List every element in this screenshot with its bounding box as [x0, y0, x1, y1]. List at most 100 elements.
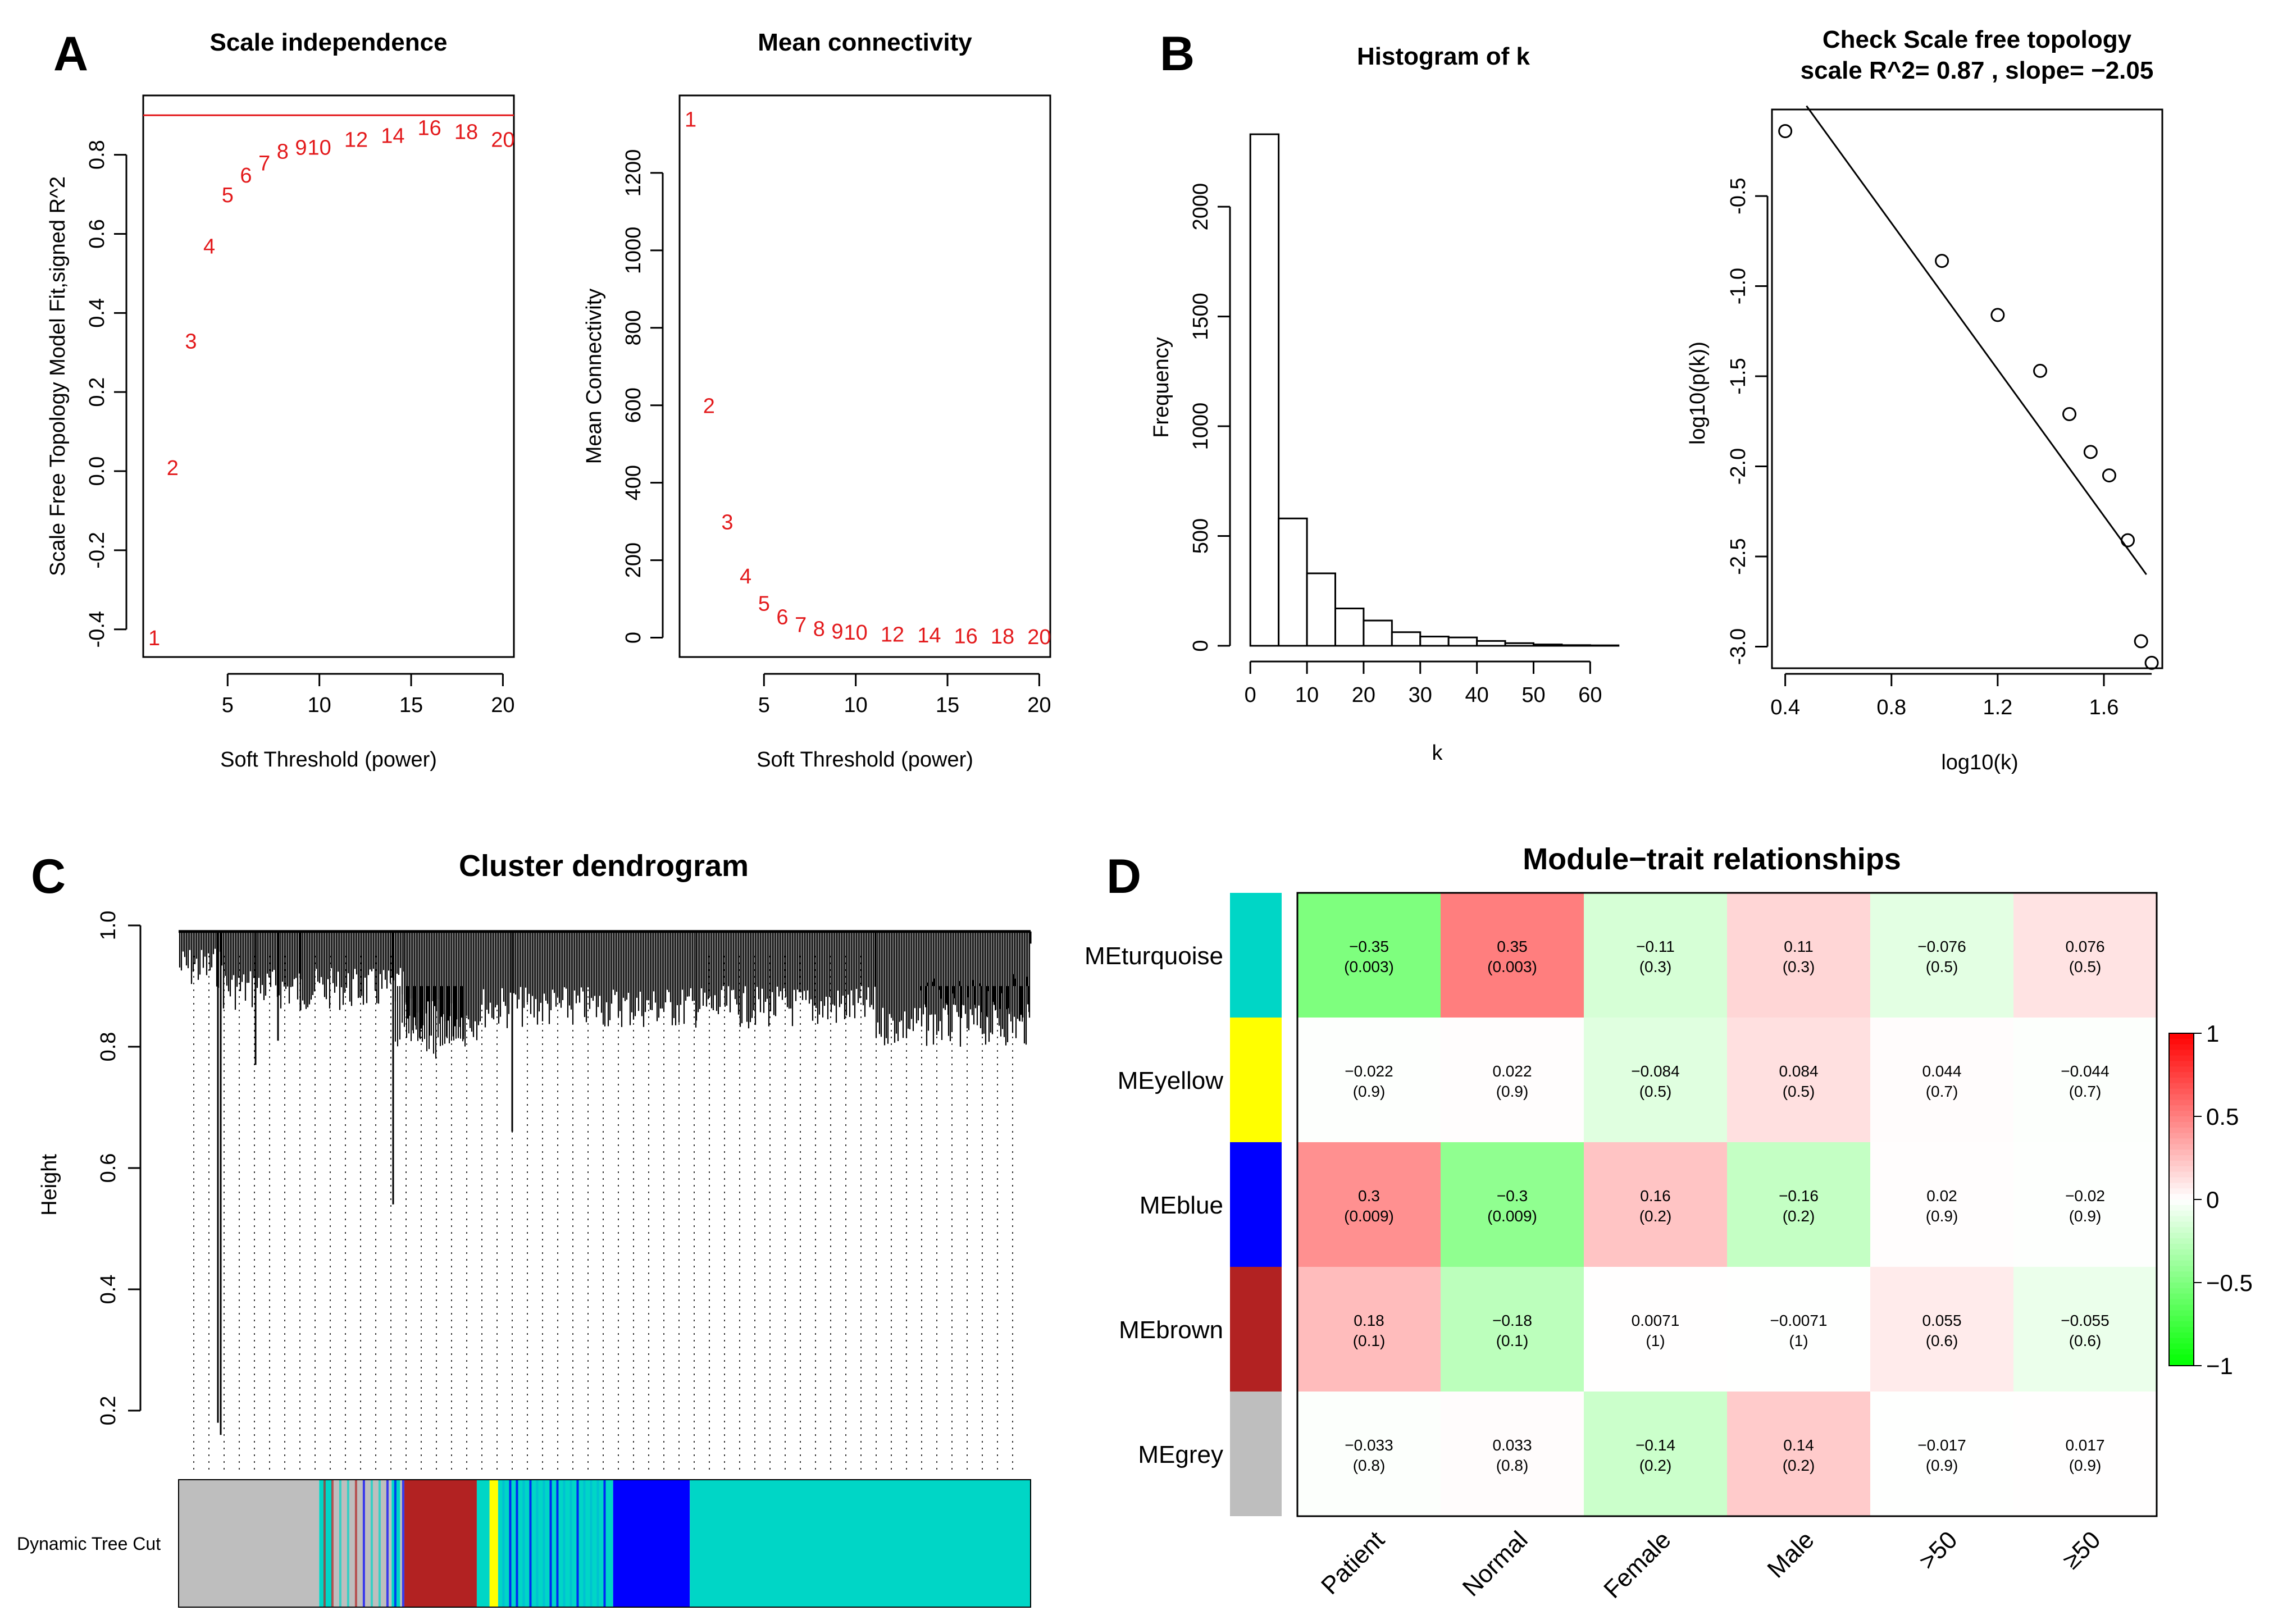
scale-independence-y-tick-label: 0.8 [85, 140, 109, 170]
scale-independence-point-label: 16 [418, 116, 441, 140]
heatmap-cell-pvalue: (0.5) [1783, 1083, 1815, 1100]
histogram-k-bar [1561, 644, 1591, 647]
scale-independence-y-tick-label: 0.2 [85, 377, 109, 407]
mean-connectivity-y-tick-label: 400 [622, 465, 645, 500]
scale-free-y-tick-label: -3.0 [1726, 628, 1750, 665]
heatmap-row-label: MEyellow [1118, 1067, 1223, 1094]
dendrogram-title: Cluster dendrogram [459, 849, 749, 883]
scale-independence-point-label: 4 [203, 235, 215, 259]
mean-connectivity-plot-frame [678, 94, 1051, 658]
dendrogram-color-stripe [339, 1480, 341, 1607]
scale-free-y-axis-label: log10(p(k)) [1686, 341, 1710, 445]
panel-letter-d: D [1106, 850, 1141, 904]
scale-free-point [1778, 124, 1793, 139]
heatmap-scale-step [2169, 1100, 2194, 1106]
heatmap-scale-step [2169, 1094, 2194, 1101]
scale-free-subtitle: scale R^2= 0.87 , slope= −2.05 [1801, 57, 2154, 84]
heatmap-cell-pvalue: (0.8) [1353, 1457, 1386, 1474]
histogram-k-y-tick-label: 1000 [1189, 403, 1213, 450]
heatmap-cell-value: −0.084 [1631, 1062, 1679, 1080]
scale-free-y-tick-label: -2.5 [1726, 538, 1750, 574]
dendrogram-color-stripe [386, 1480, 389, 1607]
heatmap-scale-step [2169, 1316, 2194, 1322]
histogram-k-bar [1363, 619, 1393, 647]
heatmap-scale-step [2169, 1144, 2194, 1151]
heatmap-scale-step [2169, 1238, 2194, 1244]
dendrogram-y-tick-label: 0.8 [97, 1032, 120, 1062]
heatmap-cell [1584, 1267, 1727, 1392]
scale-independence-point-label: 2 [167, 457, 179, 480]
heatmap-scale-step [2169, 1050, 2194, 1056]
heatmap-cell-pvalue: (0.9) [1496, 1083, 1529, 1100]
heatmap-cell-pvalue: (0.1) [1353, 1332, 1386, 1349]
heatmap-scale-step [2169, 1210, 2194, 1217]
dendrogram-color-stripe [549, 1480, 552, 1607]
histogram-k-x-tick-label: 30 [1409, 683, 1432, 707]
heatmap-scale-step [2169, 1105, 2194, 1112]
cluster-dendrogram-chart: Cluster dendrogram 0.2 0.4 0.6 0.8 1.0 Height D… [17, 849, 1032, 1608]
heatmap-row-color-3 [1230, 1267, 1282, 1392]
mean-connectivity-y-tick-label: 1200 [622, 149, 645, 197]
scale-free-point [2144, 655, 2159, 670]
dendrogram-color-stripe [576, 1480, 579, 1607]
heatmap-cell [1727, 1142, 1870, 1267]
heatmap-cell [1297, 893, 1441, 1018]
heatmap-cell-pvalue: (0.5) [1926, 958, 1958, 975]
scale-independence-point-label: 7 [258, 152, 270, 176]
dendrogram-color-stripe [590, 1480, 593, 1607]
histogram-k-chart: Histogram of k 0 10 20 30 40 50 60 k 0 500 1000 1500… [1150, 43, 1620, 765]
mean-connectivity-x-tick-label: 5 [758, 694, 770, 717]
dendrogram-color-stripe [543, 1480, 545, 1607]
dendrogram-branch-cluster [695, 931, 876, 1029]
heatmap-cell-pvalue: (0.1) [1496, 1332, 1529, 1349]
mean-connectivity-y-tick-label: 800 [622, 310, 645, 345]
histogram-k-bar [1476, 640, 1506, 647]
heatmap-scale-step [2169, 1227, 2194, 1234]
scale-independence-title: Scale independence [209, 29, 447, 56]
heatmap-cell-pvalue: (0.009) [1344, 1207, 1394, 1225]
histogram-k-x-tick-label: 40 [1465, 683, 1488, 707]
dendrogram-color-bar-label: Dynamic Tree Cut [17, 1534, 161, 1554]
heatmap-scale-step [2169, 1138, 2194, 1145]
dendrogram-color-bar-frame [178, 1479, 1031, 1608]
heatmap-scale-step [2169, 1077, 2194, 1084]
heatmap-scale-step [2169, 1349, 2194, 1356]
dendrogram-y-tick-label: 0.4 [97, 1275, 120, 1304]
dendrogram-color-stripe [583, 1480, 586, 1607]
heatmap-cell [2013, 1142, 2157, 1267]
scale-independence-x-tick-label: 10 [308, 694, 331, 717]
heatmap-scale-step [2169, 1354, 2194, 1361]
mean-connectivity-point-label: 9 [831, 620, 843, 644]
heatmap-scale-step [2169, 1044, 2194, 1051]
heatmap-scale-step [2169, 1127, 2194, 1134]
dendrogram-color-stripe [556, 1480, 559, 1607]
heatmap-scale-step [2169, 1205, 2194, 1211]
heatmap-cell [1727, 893, 1870, 1018]
scale-independence-point-label: 1 [148, 627, 160, 650]
heatmap-cell-value: 0.044 [1922, 1062, 1961, 1080]
heatmap-cell-pvalue: (0.2) [1783, 1457, 1815, 1474]
panel-letters: A B C D [31, 27, 1195, 904]
heatmap-cell-value: 0.02 [1926, 1187, 1957, 1205]
histogram-k-y-tick-label: 500 [1189, 518, 1213, 554]
heatmap-cell-pvalue: (0.2) [1639, 1457, 1672, 1474]
heatmap-cell-value: −0.055 [2061, 1312, 2109, 1329]
heatmap-cell-value: −0.18 [1492, 1312, 1532, 1329]
heatmap-scale-step [2169, 1216, 2194, 1222]
histogram-k-bar [1249, 133, 1280, 647]
heatmap-scale-step [2169, 1055, 2194, 1062]
dendrogram-y-tick-label: 0.6 [97, 1153, 120, 1183]
histogram-k-bar [1532, 644, 1563, 647]
heatmap-scale-step [2169, 1121, 2194, 1128]
dendrogram-color-stripe [354, 1480, 357, 1607]
module-trait-heatmap: Module−trait relationships MEturquoise −0.… [1085, 842, 2253, 1604]
scale-free-x-tick-label: 1.2 [1983, 696, 2012, 719]
heatmap-row-label: MEbrown [1119, 1316, 1223, 1344]
heatmap-cell [1441, 893, 1584, 1018]
mean-connectivity-y-tick-label: 200 [622, 542, 645, 578]
heatmap-scale-step [2169, 1111, 2194, 1117]
heatmap-cell-pvalue: (0.9) [1926, 1207, 1958, 1225]
mean-connectivity-x-axis-label: Soft Threshold (power) [757, 748, 973, 772]
dendrogram-color-stripe [603, 1480, 606, 1607]
